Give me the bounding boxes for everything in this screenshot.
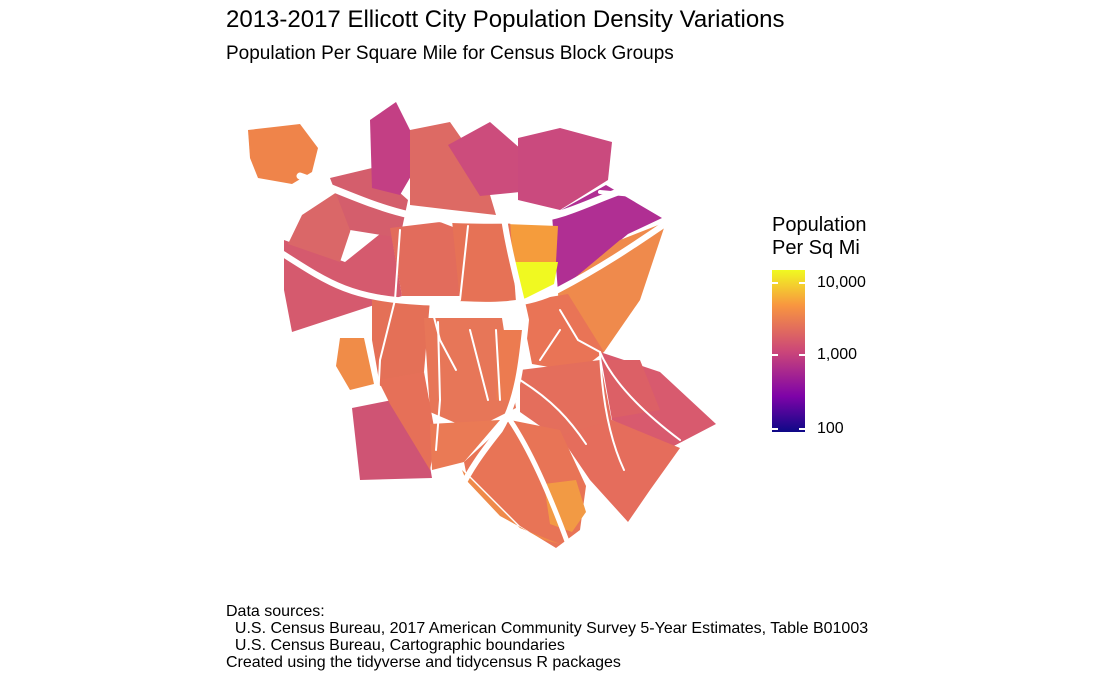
block-group-northwest-strip — [288, 190, 356, 262]
road-local-8 — [459, 225, 469, 301]
legend-tick-label-100: 100 — [817, 420, 844, 437]
legend-color-bar — [772, 270, 805, 432]
road-route-70-east — [296, 172, 640, 224]
block-group-center-east — [520, 294, 604, 372]
road-route-40 — [277, 219, 671, 308]
caption-line-1: Data sources: — [226, 603, 325, 620]
legend-tick-label-1000: 1,000 — [817, 346, 858, 363]
block-group-south-middle — [430, 420, 500, 470]
block-group-north-top — [448, 122, 522, 196]
chart-title: 2013-2017 Ellicott City Population Densi… — [226, 6, 785, 33]
legend-tick-label-10000: 10,000 — [817, 274, 866, 291]
road-local-5 — [599, 351, 681, 441]
block-group-center-left — [390, 222, 466, 296]
block-group-east-large — [558, 222, 666, 352]
block-group-southern-tip — [544, 480, 586, 532]
chart-subtitle: Population Per Square Mile for Census Bl… — [226, 43, 674, 64]
block-group-west-middle — [372, 300, 430, 386]
block-group-southeast-inner — [520, 360, 612, 440]
block-group-center — [452, 220, 516, 302]
block-group-nw-isolated — [248, 124, 318, 184]
road-local-3 — [469, 329, 489, 401]
block-group-west-small — [336, 338, 374, 390]
caption-line-4: Created using the tidyverse and tidycens… — [226, 654, 621, 671]
road-local-2 — [435, 321, 441, 451]
road-local-11 — [539, 329, 561, 361]
caption-line-2: U.S. Census Bureau, 2017 American Commun… — [226, 620, 869, 637]
block-group-north-center — [410, 122, 496, 215]
road-south-branch — [507, 417, 571, 547]
block-group-center-south — [424, 318, 516, 430]
road-network — [277, 172, 681, 547]
legend-title-line1: Population — [772, 214, 867, 236]
road-local-4 — [559, 309, 601, 353]
block-group-east-purple — [552, 185, 662, 292]
block-group-southeast-far — [602, 360, 660, 418]
block-groups — [248, 102, 716, 548]
caption-line-3: U.S. Census Bureau, Cartographic boundar… — [226, 637, 565, 654]
road-route-70-northeast — [598, 190, 647, 198]
data-sources-caption: Data sources: U.S. Census Bureau, 2017 A… — [226, 603, 868, 671]
block-group-north-purple — [370, 102, 418, 195]
block-group-south-west-middle — [378, 372, 436, 470]
legend-title-line2: Per Sq Mi — [772, 237, 860, 259]
road-local-7 — [519, 379, 587, 445]
road-route-29 — [457, 197, 529, 493]
road-local-10 — [495, 329, 501, 401]
block-group-south-east — [560, 420, 680, 522]
road-local-1 — [377, 229, 401, 401]
road-local-6 — [599, 351, 625, 471]
color-legend: Population Per Sq Mi 10,000 1,000 100 — [772, 214, 922, 444]
block-group-orange-small — [504, 224, 558, 264]
block-group-northeast — [518, 128, 612, 210]
road-local-9 — [429, 301, 457, 371]
